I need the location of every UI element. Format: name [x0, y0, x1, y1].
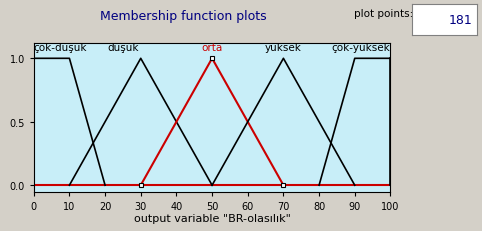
X-axis label: output variable "BR-olasılık": output variable "BR-olasılık" — [134, 213, 291, 223]
Text: Membership function plots: Membership function plots — [100, 10, 267, 23]
Text: yüksek: yüksek — [265, 43, 302, 53]
Text: 181: 181 — [448, 14, 472, 27]
Text: çok-yüksek: çok-yüksek — [332, 43, 390, 53]
Text: düşük: düşük — [107, 43, 139, 53]
Text: çok-düşük: çok-düşük — [34, 43, 87, 53]
Text: orta: orta — [201, 43, 223, 53]
Text: plot points:: plot points: — [354, 9, 414, 19]
